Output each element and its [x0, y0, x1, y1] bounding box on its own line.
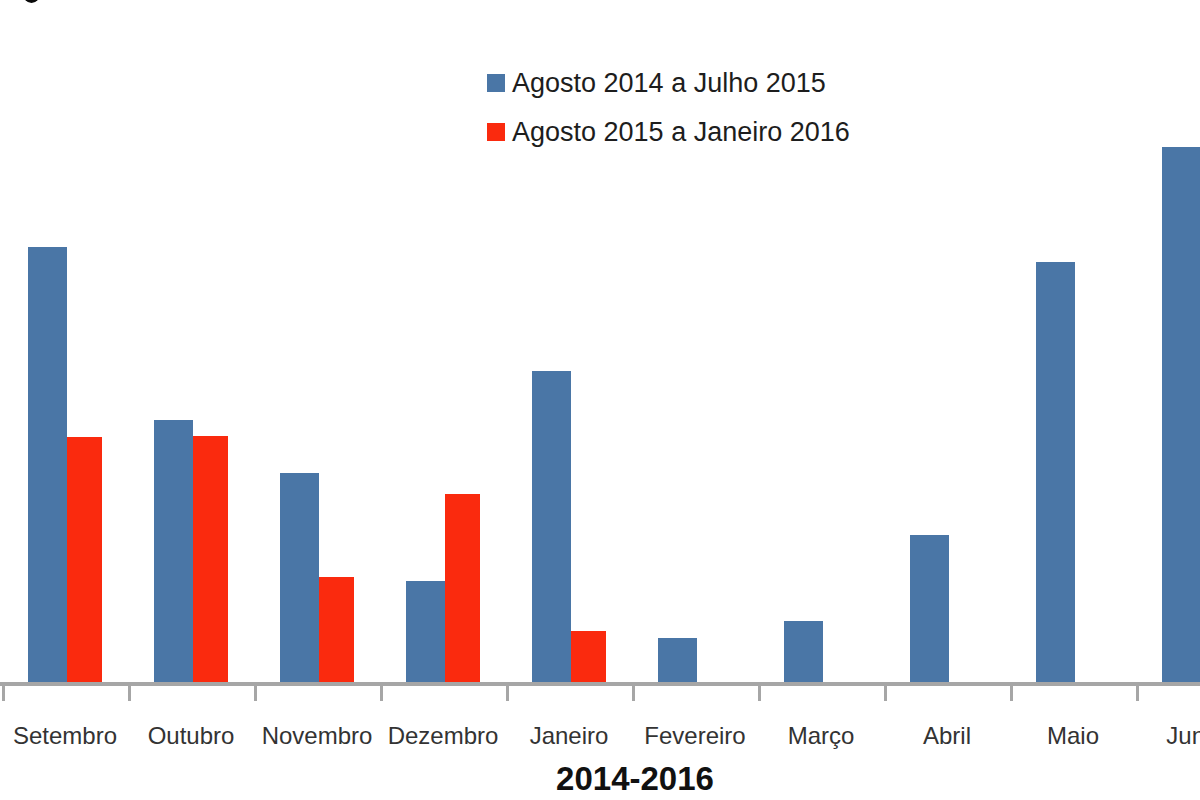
- x-tick-label-janeiro: Janeiro: [530, 722, 609, 750]
- x-tick-label-fevereiro: Fevereiro: [644, 722, 745, 750]
- bar-series1-setembro: [28, 247, 67, 682]
- x-tick-label-outubro: Outubro: [148, 722, 235, 750]
- x-axis-tick: [254, 686, 257, 701]
- bar-series2-novembro: [319, 577, 355, 682]
- x-axis-tick: [758, 686, 761, 701]
- bar-series1-março: [784, 621, 823, 682]
- bar-series1-junho: [1162, 147, 1200, 682]
- x-axis-title: 2014-2016: [556, 760, 714, 798]
- x-axis-tick: [506, 686, 509, 701]
- bar-series1-outubro: [154, 420, 193, 682]
- x-axis-tick: [1136, 686, 1139, 701]
- x-axis-tick: [2, 686, 5, 701]
- bar-series2-setembro: [67, 437, 103, 682]
- plot-area: Setembro Outubro Novembro Dezembro Janeiro Fe…: [0, 0, 1200, 800]
- x-axis-tick: [632, 686, 635, 701]
- x-tick-label-dezembro: Dezembro: [388, 722, 499, 750]
- x-axis-tick: [380, 686, 383, 701]
- bar-series1-fevereiro: [658, 638, 697, 682]
- bar-series1-abril: [910, 535, 949, 682]
- bar-chart-figure: Agosto 2014 a Julho 2015 Agosto 2015 a J…: [0, 0, 1200, 800]
- bar-series2-dezembro: [445, 494, 481, 682]
- x-tick-label-novembro: Novembro: [262, 722, 373, 750]
- x-tick-label-abril: Abril: [923, 722, 971, 750]
- x-axis-tick: [1010, 686, 1013, 701]
- bar-series1-novembro: [280, 473, 319, 682]
- x-tick-label-março: Março: [788, 722, 855, 750]
- x-tick-label-setembro: Setembro: [13, 722, 117, 750]
- bar-series2-outubro: [193, 436, 229, 682]
- x-axis-line: [0, 682, 1200, 686]
- x-axis-tick: [128, 686, 131, 701]
- x-tick-label-junho: Junho: [1166, 722, 1200, 750]
- bar-series2-janeiro: [571, 631, 607, 682]
- bar-series1-dezembro: [406, 581, 445, 682]
- bar-series1-maio: [1036, 262, 1075, 682]
- bar-series1-janeiro: [532, 371, 571, 682]
- x-tick-label-maio: Maio: [1047, 722, 1099, 750]
- x-axis-tick: [884, 686, 887, 701]
